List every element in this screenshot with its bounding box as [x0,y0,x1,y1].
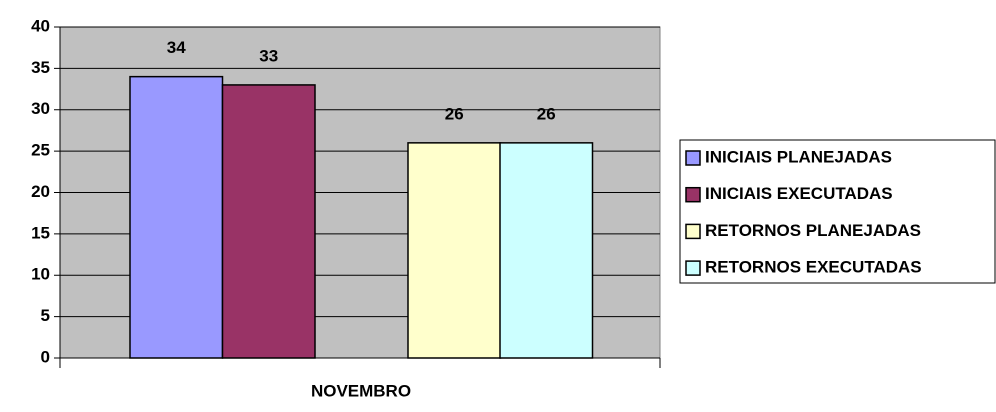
y-tick-label: 5 [41,306,50,325]
x-tick-label: NOVEMBRO [311,381,411,400]
legend-label: RETORNOS PLANEJADAS [705,221,921,240]
legend-box [679,139,996,284]
data-label: 26 [537,104,556,123]
data-label: 33 [259,46,278,65]
legend-label: INICIAIS EXECUTADAS [705,184,893,203]
legend-label: INICIAIS PLANEJADAS [705,147,892,166]
bar [129,75,224,359]
y-tick-label: 35 [31,58,50,77]
legend-swatch [685,150,701,166]
y-tick-label: 10 [31,265,50,284]
y-tick-label: 40 [31,16,50,35]
y-tick-label: 30 [31,99,50,118]
y-tick-label: 20 [31,182,50,201]
bar [499,142,594,359]
y-tick-label: 25 [31,141,50,160]
legend-swatch [685,260,701,276]
y-tick-label: 15 [31,223,50,242]
data-label: 26 [445,104,464,123]
data-label: 34 [167,38,186,57]
legend-swatch [685,186,701,203]
legend-label: RETORNOS EXECUTADAS [705,258,922,277]
legend-swatch [685,223,701,240]
y-tick-label: 0 [41,347,50,366]
bar [407,142,502,359]
bar [221,84,316,359]
